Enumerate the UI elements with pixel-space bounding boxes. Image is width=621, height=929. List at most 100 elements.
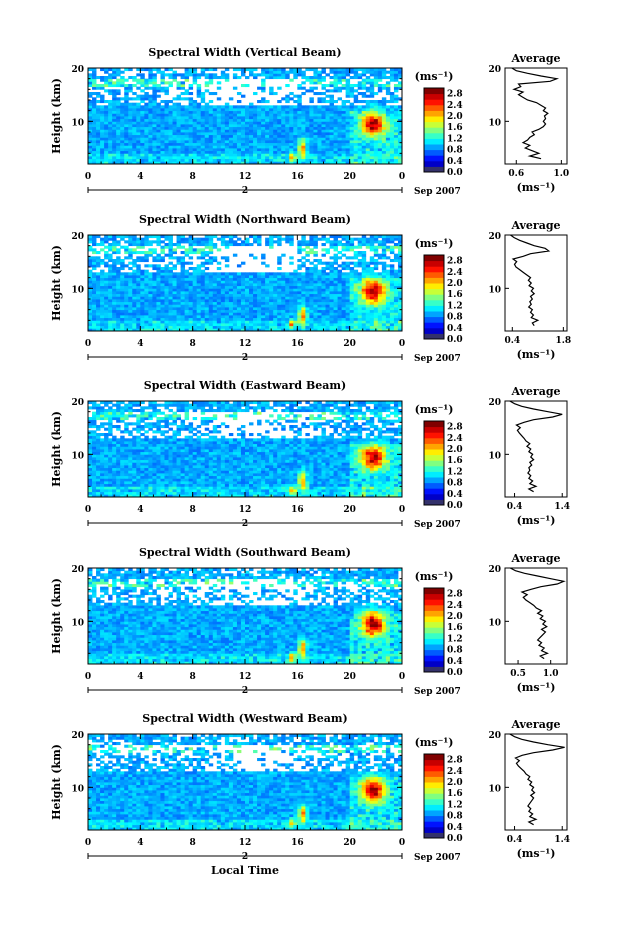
heatmap-cell <box>369 105 375 109</box>
heatmap-cell <box>369 84 375 88</box>
heatmap-cell <box>397 145 403 149</box>
heatmap-cell <box>289 118 294 122</box>
heatmap-cell <box>397 140 403 144</box>
heatmap-cell <box>285 304 290 308</box>
heatmap-cell <box>249 137 254 141</box>
heatmap-cell <box>337 304 343 308</box>
heatmap-cell <box>369 293 375 297</box>
heatmap-cell <box>337 140 343 144</box>
heatmap-cell <box>329 293 334 297</box>
heatmap-cell <box>204 142 210 146</box>
heatmap-cell <box>365 325 371 329</box>
heatmap-cell <box>313 267 318 271</box>
heatmap-cell <box>369 248 375 252</box>
heatmap-cell <box>329 126 334 130</box>
heatmap-cell <box>361 137 367 141</box>
heatmap-cell <box>261 124 266 128</box>
heatmap-cell <box>305 277 310 281</box>
heatmap-cell <box>345 328 351 332</box>
heatmap-cell <box>249 110 254 114</box>
heatmap-cell <box>112 259 117 263</box>
heatmap-cell <box>277 315 282 319</box>
heatmap-cell <box>168 121 173 125</box>
heatmap-cell <box>132 323 137 327</box>
heatmap-cell <box>160 108 165 112</box>
heatmap-cell <box>208 328 214 332</box>
heatmap-cell <box>393 126 399 130</box>
heatmap-cell <box>349 156 355 160</box>
heatmap-cell <box>285 283 290 287</box>
heatmap-cell <box>341 272 347 276</box>
heatmap-cell <box>180 142 186 146</box>
heatmap-cell <box>377 240 383 244</box>
heatmap-cell <box>192 325 198 329</box>
heatmap-cell <box>361 299 367 303</box>
heatmap-cell <box>293 323 298 327</box>
heatmap-cell <box>156 105 161 109</box>
heatmap-cell <box>180 309 186 313</box>
heatmap-cell <box>184 137 190 141</box>
heatmap-cell <box>349 301 355 305</box>
heatmap-cell <box>321 283 326 287</box>
heatmap-cell <box>249 283 254 287</box>
colorbar-segment <box>424 138 444 145</box>
heatmap-cell <box>361 267 367 271</box>
heatmap-cell <box>389 293 395 297</box>
heatmap-cell <box>361 110 367 114</box>
heatmap-cell <box>164 150 169 154</box>
heatmap-cell <box>353 328 359 332</box>
heatmap-cell <box>100 438 105 442</box>
heatmap-cell <box>132 309 137 313</box>
heatmap-cell <box>281 275 286 279</box>
heatmap-cell <box>168 320 173 324</box>
heatmap-cell <box>124 129 129 133</box>
heatmap-cell <box>389 304 395 308</box>
heatmap-cell <box>164 299 169 303</box>
heatmap-cell <box>92 240 97 244</box>
heatmap-cell <box>92 70 97 74</box>
heatmap-cell <box>289 113 294 117</box>
heatmap-cell <box>381 272 387 276</box>
heatmap-cell <box>196 288 202 292</box>
heatmap-cell <box>168 148 173 152</box>
heatmap-cell <box>337 70 343 74</box>
heatmap-cell <box>341 76 347 80</box>
heatmap-cell <box>236 126 242 130</box>
heatmap-cell <box>112 309 117 313</box>
heatmap-cell <box>224 161 230 165</box>
heatmap-cell <box>140 307 145 311</box>
heatmap-cell <box>220 291 226 295</box>
heatmap-cell <box>224 126 230 130</box>
heatmap-cell <box>337 156 343 160</box>
heatmap-cell <box>188 158 194 162</box>
heatmap-cell <box>212 118 218 122</box>
heatmap-cell <box>176 108 181 112</box>
heatmap-cell <box>317 78 322 82</box>
heatmap-cell <box>180 323 186 327</box>
heatmap-cell <box>212 285 218 289</box>
heatmap-cell <box>289 283 294 287</box>
heatmap-cell <box>373 129 379 133</box>
heatmap-cell <box>385 92 391 96</box>
heatmap-cell <box>285 158 290 162</box>
heatmap-cell <box>313 280 318 284</box>
heatmap-cell <box>325 73 330 77</box>
heatmap-cell <box>236 118 242 122</box>
heatmap-cell <box>273 76 278 80</box>
heatmap-cell <box>196 299 202 303</box>
heatmap-cell <box>333 304 338 308</box>
heatmap-cell <box>281 124 286 128</box>
heatmap-cell <box>281 153 286 157</box>
heatmap-cell <box>148 325 153 329</box>
heatmap-cell <box>232 124 238 128</box>
heatmap-cell <box>88 153 93 157</box>
heatmap-cell <box>176 105 181 109</box>
heatmap-cell <box>136 283 141 287</box>
heatmap-cell <box>301 296 306 300</box>
heatmap-cell <box>216 116 222 120</box>
heatmap-cell <box>184 291 190 295</box>
heatmap-cell <box>385 285 391 289</box>
heatmap-cell <box>208 296 214 300</box>
heatmap-cell <box>176 307 181 311</box>
heatmap-cell <box>120 110 125 114</box>
